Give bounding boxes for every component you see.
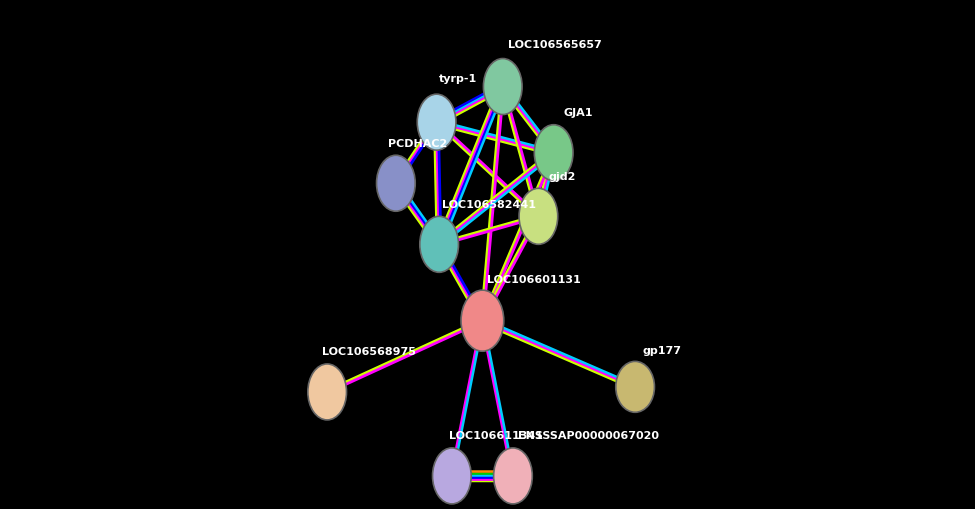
Text: LOC106565657: LOC106565657 [508, 40, 602, 50]
Text: LOC106601131: LOC106601131 [488, 275, 581, 285]
Ellipse shape [420, 216, 458, 272]
Ellipse shape [616, 361, 654, 412]
Text: LOC106568975: LOC106568975 [322, 347, 416, 357]
Ellipse shape [493, 448, 532, 504]
Text: GJA1: GJA1 [564, 108, 594, 118]
Text: tyrp-1: tyrp-1 [439, 74, 478, 84]
Ellipse shape [433, 448, 471, 504]
Ellipse shape [376, 155, 415, 211]
Text: LOC106582441: LOC106582441 [442, 200, 535, 210]
Text: gp177: gp177 [643, 346, 682, 356]
Ellipse shape [461, 290, 504, 351]
Ellipse shape [484, 59, 522, 115]
Ellipse shape [534, 125, 573, 181]
Text: gjd2: gjd2 [549, 172, 576, 182]
Ellipse shape [519, 188, 558, 244]
Text: PCDHAC2: PCDHAC2 [388, 138, 448, 149]
Text: ENSSSAP00000067020: ENSSSAP00000067020 [518, 431, 659, 441]
Text: LOC106611341: LOC106611341 [449, 431, 543, 441]
Ellipse shape [417, 94, 456, 150]
Ellipse shape [308, 364, 346, 420]
